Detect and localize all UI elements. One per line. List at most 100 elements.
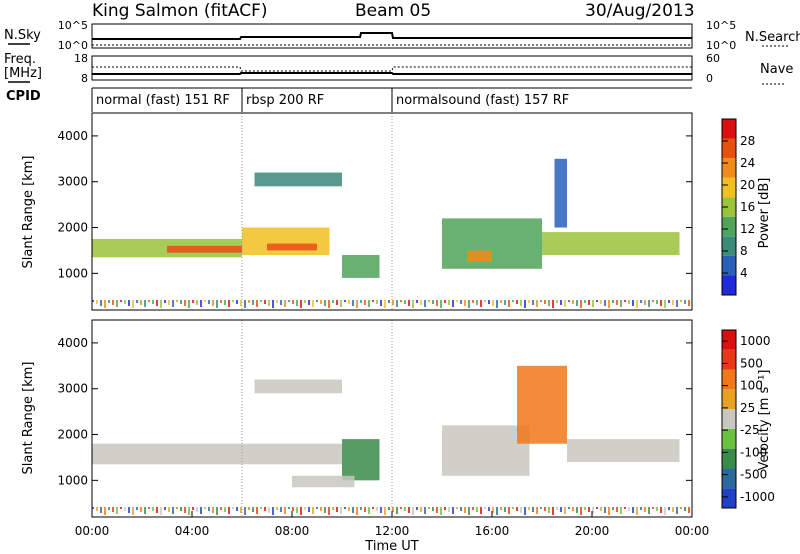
near-range-echo [384, 300, 386, 308]
near-range-echo [620, 507, 622, 514]
colorbar-tick-label: -500 [740, 468, 767, 482]
echo-region [292, 475, 355, 488]
near-range-echo [208, 300, 210, 304]
near-range-echo [432, 507, 434, 511]
near-range-echo [684, 300, 686, 304]
near-range-echo [376, 507, 378, 511]
date-label: 30/Aug/2013 [585, 1, 695, 21]
echo-region [92, 443, 342, 465]
near-range-echo [104, 300, 106, 308]
near-range-echo [632, 507, 634, 513]
colorbar-tick-label: 20 [740, 178, 755, 192]
freq-unit: [MHz] [4, 66, 42, 81]
near-range-echo [560, 507, 562, 512]
near-range-echo [436, 507, 438, 513]
colorbar-tick-label: 500 [740, 356, 763, 370]
near-range-echo [468, 300, 470, 308]
near-range-echo [648, 507, 650, 514]
near-range-echo [396, 300, 398, 307]
colorbar-tick-label: 16 [740, 200, 755, 214]
near-range-echo [196, 507, 198, 512]
echo-region [467, 250, 492, 262]
colorbar-swatch [722, 428, 736, 449]
near-range-echo [552, 507, 554, 515]
near-range-echo [360, 300, 362, 303]
near-range-echo [544, 300, 546, 304]
near-range-echo [448, 300, 450, 305]
near-range-echo [200, 300, 202, 307]
near-range-echo [108, 507, 110, 510]
near-range-echo [500, 300, 502, 303]
x-tick-label: 20:00 [575, 524, 610, 538]
near-range-echo [600, 507, 602, 511]
near-range-echo [464, 300, 466, 306]
near-range-echo [164, 300, 166, 303]
near-range-echo [388, 507, 390, 510]
near-range-echo [128, 507, 130, 513]
near-range-echo [688, 507, 690, 513]
near-range-echo [160, 300, 162, 308]
near-range-echo [184, 300, 186, 306]
near-range-echo [480, 507, 482, 514]
x-tick-label: 16:00 [475, 524, 510, 538]
near-range-echo [660, 300, 662, 306]
near-range-echo [424, 507, 426, 514]
near-range-echo [296, 507, 298, 513]
near-range-echo [224, 507, 226, 512]
near-range-echo [228, 507, 230, 514]
near-range-echo [648, 300, 650, 307]
near-range-echo [240, 507, 242, 513]
near-range-echo [388, 300, 390, 303]
near-range-echo [664, 507, 666, 515]
near-range-echo [396, 507, 398, 514]
near-range-echo [176, 300, 178, 302]
near-range-echo [400, 507, 402, 509]
y-tick-label: 3000 [57, 175, 88, 189]
near-range-echo [244, 507, 246, 515]
near-range-echo [656, 507, 658, 511]
near-range-echo [620, 300, 622, 307]
near-range-echo [468, 507, 470, 515]
near-range-echo [512, 300, 514, 302]
near-range-echo [644, 300, 646, 305]
near-range-echo [336, 300, 338, 305]
near-range-echo [408, 507, 410, 513]
near-range-echo [564, 507, 566, 514]
near-range-echo [284, 507, 286, 514]
freq-label: Freq. [4, 52, 36, 67]
near-range-echo [416, 507, 418, 510]
near-range-echo [316, 507, 318, 509]
colorbar-tick-label: 100 [740, 379, 763, 393]
near-range-echo [668, 507, 670, 510]
x-tick-label: 12:00 [375, 524, 410, 538]
near-range-echo [512, 507, 514, 509]
near-range-echo [504, 300, 506, 305]
station-title: King Salmon (fitACF) [92, 1, 268, 21]
near-range-echo [600, 300, 602, 304]
freq-panel: Freq. [MHz] 18 8 60 0 Nave [4, 52, 793, 85]
near-range-echo [324, 507, 326, 513]
near-range-echo [336, 507, 338, 512]
near-range-echo [368, 300, 370, 307]
near-range-echo [268, 300, 270, 306]
colorbar-tick-label: 12 [740, 222, 755, 236]
near-range-echo [480, 300, 482, 307]
y-tick-label: 1000 [57, 473, 88, 487]
near-range-echo [324, 300, 326, 306]
near-range-echo [252, 507, 254, 512]
near-range-echo [500, 507, 502, 510]
near-range-echo [492, 300, 494, 306]
near-range-echo [584, 300, 586, 303]
near-range-echo [92, 507, 94, 509]
echo-region [254, 379, 342, 394]
near-range-echo [492, 507, 494, 513]
near-range-echo [488, 507, 490, 511]
y-tick-label: 2000 [57, 221, 88, 235]
near-range-echo [116, 507, 118, 514]
near-range-echo [576, 300, 578, 306]
near-range-echo [168, 300, 170, 305]
y-tick-label: 1000 [57, 266, 88, 280]
near-range-echo [460, 507, 462, 511]
near-range-echo [572, 507, 574, 511]
cpid-label: CPID [6, 89, 41, 104]
